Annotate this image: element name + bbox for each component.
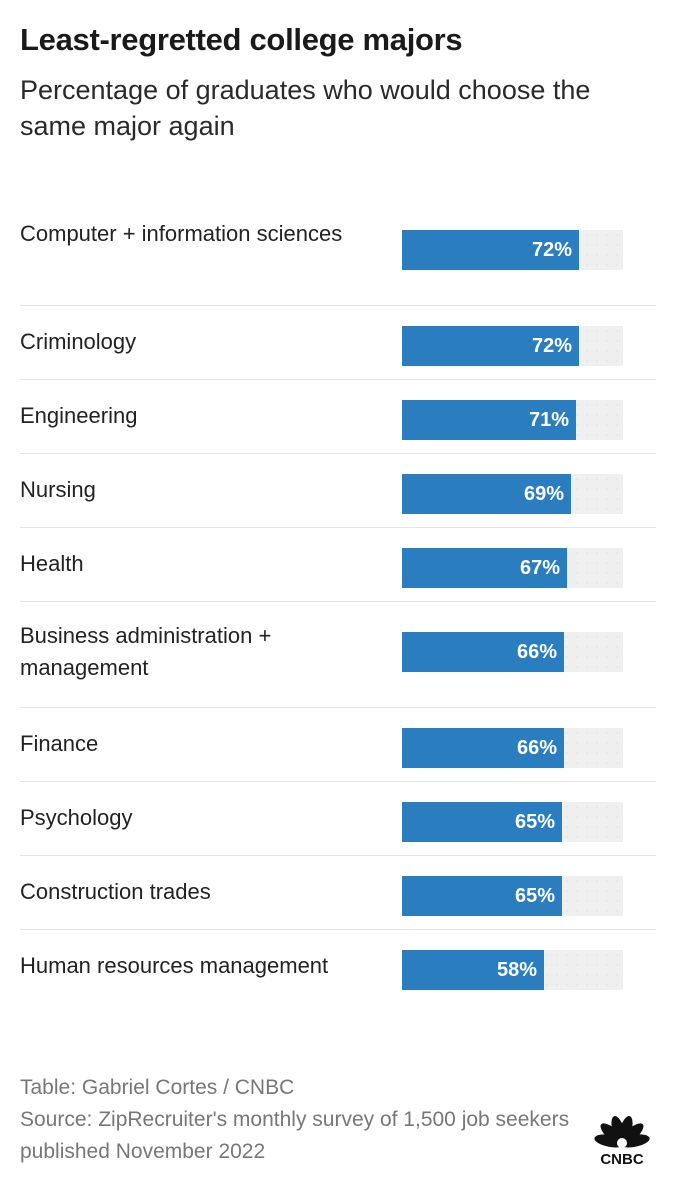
- table-row: Business administration + management 66%: [20, 602, 656, 708]
- table-row: Engineering 71%: [20, 380, 656, 454]
- bar-track: 66%: [402, 632, 623, 672]
- bar: 66%: [402, 632, 564, 672]
- bar: 69%: [402, 474, 571, 514]
- bar-track: 65%: [402, 802, 623, 842]
- category-label: Computer + information sciences: [20, 221, 343, 246]
- bar-track: 67%: [402, 548, 623, 588]
- chart-subtitle: Percentage of graduates who would choose…: [20, 75, 591, 141]
- category-label: Health: [20, 551, 84, 576]
- bar-value-label: 72%: [531, 335, 572, 357]
- bar-track: 72%: [402, 326, 623, 366]
- bar-value-label: 58%: [496, 959, 537, 981]
- bar: 58%: [402, 950, 544, 990]
- category-label: Psychology: [20, 805, 133, 830]
- table-row: Nursing 69%: [20, 454, 656, 528]
- bar-chart-table: Computer + information sciences 72% Crimin…: [20, 200, 656, 1003]
- bar-track: 66%: [402, 728, 623, 768]
- bar-value-label: 66%: [516, 641, 557, 663]
- bar: 72%: [402, 230, 579, 270]
- category-label: Criminology: [20, 329, 137, 354]
- table-row: Construction trades 65%: [20, 856, 656, 930]
- cnbc-peacock-icon: CNBC: [594, 1115, 650, 1167]
- category-label: Engineering: [20, 403, 138, 428]
- category-label: Human resources management: [20, 953, 329, 978]
- category-label: Construction trades: [20, 879, 211, 904]
- bar-value-label: 69%: [523, 483, 564, 505]
- bar-value-label: 65%: [514, 885, 555, 907]
- footer-source: Source: ZipRecruiter's monthly survey of…: [20, 1108, 570, 1163]
- footer-credit: Table: Gabriel Cortes / CNBC: [20, 1076, 295, 1099]
- category-label: Business administration + management: [20, 623, 272, 680]
- table-row: Finance 66%: [20, 708, 656, 782]
- bar-track: 58%: [402, 950, 623, 990]
- bar-track: 72%: [402, 230, 623, 270]
- bar-value-label: 72%: [531, 239, 572, 261]
- category-label: Finance: [20, 731, 99, 756]
- table-row: Health 67%: [20, 528, 656, 602]
- bar-value-label: 65%: [514, 811, 555, 833]
- table-row: Psychology 65%: [20, 782, 656, 856]
- table-row: Criminology 72%: [20, 306, 656, 380]
- category-label: Nursing: [20, 477, 96, 502]
- bar-track: 71%: [402, 400, 623, 440]
- bar-track: 69%: [402, 474, 623, 514]
- bar: 72%: [402, 326, 579, 366]
- bar: 65%: [402, 802, 562, 842]
- bar: 71%: [402, 400, 576, 440]
- bar: 65%: [402, 876, 562, 916]
- bar-value-label: 67%: [519, 557, 560, 579]
- bar: 67%: [402, 548, 567, 588]
- chart-title: Least-regretted college majors: [20, 22, 463, 57]
- table-row: Computer + information sciences 72%: [20, 200, 656, 306]
- bar-track: 65%: [402, 876, 623, 916]
- bar-value-label: 71%: [528, 409, 569, 431]
- bar: 66%: [402, 728, 564, 768]
- bar-value-label: 66%: [516, 737, 557, 759]
- table-row: Human resources management 58%: [20, 930, 656, 1003]
- cnbc-logo-text: CNBC: [600, 1151, 643, 1167]
